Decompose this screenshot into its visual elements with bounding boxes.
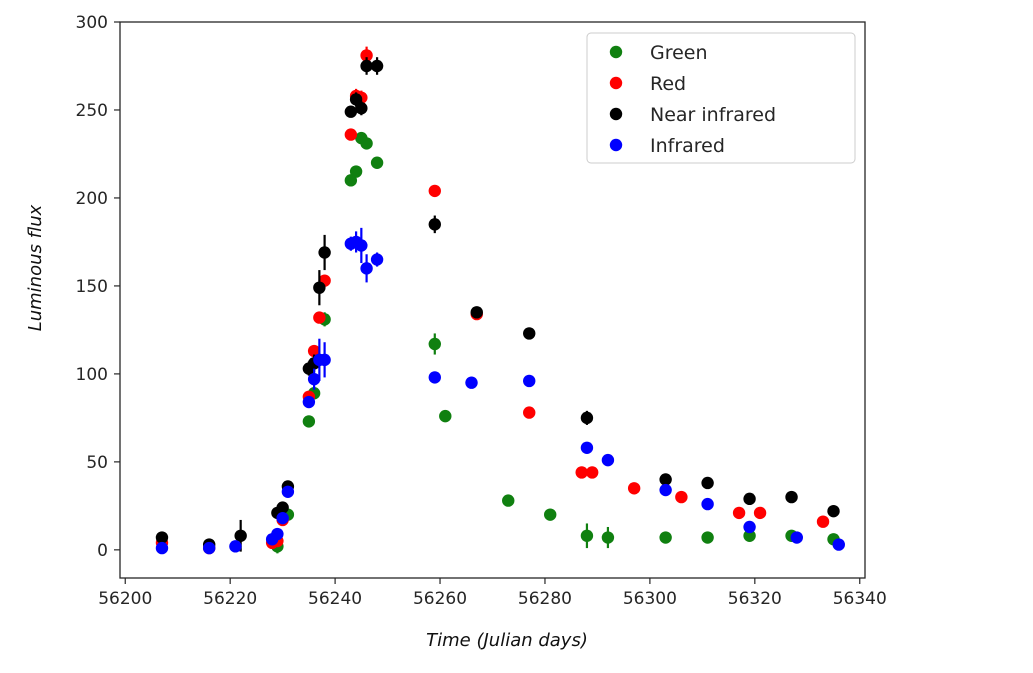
data-point (523, 327, 536, 340)
data-point (601, 531, 615, 544)
y-tick-label: 300 (76, 13, 108, 33)
legend-marker (609, 76, 623, 90)
data-point (349, 165, 363, 178)
data-point (439, 409, 452, 423)
data-point (229, 540, 242, 553)
x-tick-label: 56200 (98, 589, 152, 609)
data-point (502, 494, 515, 507)
legend-marker (609, 107, 623, 121)
series-infrared (155, 227, 845, 555)
x-axis-label: Time (Julian days) (426, 630, 588, 651)
data-point (360, 262, 373, 275)
data-point (344, 128, 358, 141)
data-point (370, 59, 384, 73)
data-point (302, 395, 316, 409)
data-point (428, 218, 441, 231)
data-point (344, 105, 358, 118)
legend-label: Red (650, 73, 686, 95)
data-point (281, 485, 295, 498)
data-point (428, 184, 441, 198)
legend-box (586, 32, 856, 164)
x-tick-label: 56320 (728, 589, 782, 609)
data-point (832, 538, 845, 551)
data-point (370, 253, 384, 266)
legend-marker (609, 45, 623, 59)
data-point (313, 311, 326, 324)
data-point (155, 541, 169, 555)
data-point (428, 337, 441, 351)
data-point (523, 406, 536, 419)
y-tick-label: 150 (76, 277, 108, 297)
data-point (360, 137, 373, 150)
data-point (627, 482, 641, 495)
data-points (155, 46, 845, 555)
data-point (701, 531, 714, 544)
data-point (743, 529, 756, 542)
data-point (753, 506, 767, 520)
data-point (585, 466, 599, 479)
data-point (701, 476, 714, 490)
series-green (271, 131, 840, 554)
data-point (276, 501, 289, 514)
data-point (701, 497, 714, 511)
data-point (313, 281, 326, 294)
x-tick-label: 56220 (203, 589, 257, 609)
data-point (659, 531, 672, 544)
x-tick-label: 56260 (413, 589, 467, 609)
data-point (816, 515, 830, 528)
data-point (202, 541, 216, 555)
data-point (675, 490, 688, 504)
data-point (580, 411, 594, 425)
y-axis: 0 50 100 150 200 250 300 (76, 13, 120, 561)
data-point (155, 531, 169, 544)
data-point (318, 353, 331, 367)
data-point (234, 529, 247, 542)
data-point (370, 156, 384, 169)
y-axis-label: Luminous flux (25, 204, 46, 331)
legend-marker (609, 138, 623, 152)
legend: Green Red Near infrared Infrared (586, 32, 856, 164)
data-point (601, 453, 615, 467)
data-point (827, 504, 840, 518)
x-tick-label: 56300 (623, 589, 677, 609)
x-tick-label: 56240 (308, 589, 362, 609)
x-tick-label: 56280 (518, 589, 572, 609)
legend-label: Near infrared (650, 104, 776, 126)
data-point (523, 374, 536, 388)
y-tick-label: 250 (76, 101, 108, 121)
x-axis: 56200 56220 56240 56260 56280 56300 56320 56340 (98, 578, 887, 609)
data-point (743, 520, 756, 534)
data-point (360, 59, 373, 73)
data-point (355, 102, 368, 115)
data-point (575, 466, 588, 479)
data-point (470, 306, 483, 319)
data-point (360, 49, 373, 62)
legend-label: Green (650, 42, 708, 64)
data-point (428, 371, 441, 384)
legend-label: Infrared (650, 135, 725, 157)
y-tick-label: 200 (76, 189, 108, 209)
data-point (544, 508, 557, 521)
data-point (743, 492, 756, 506)
data-point (659, 473, 672, 486)
y-tick-label: 0 (97, 541, 108, 561)
data-point (732, 506, 746, 520)
data-point (276, 511, 289, 525)
data-point (785, 490, 798, 504)
data-point (659, 483, 672, 497)
data-point (355, 239, 368, 252)
data-point (580, 441, 594, 454)
data-point (271, 527, 284, 541)
y-tick-label: 100 (76, 365, 108, 385)
data-point (307, 372, 321, 386)
data-point (318, 246, 331, 259)
data-point (790, 531, 803, 544)
data-point (465, 376, 478, 389)
y-tick-label: 50 (86, 453, 108, 473)
data-point (580, 529, 594, 542)
x-tick-label: 56340 (833, 589, 887, 609)
data-point (302, 415, 316, 428)
